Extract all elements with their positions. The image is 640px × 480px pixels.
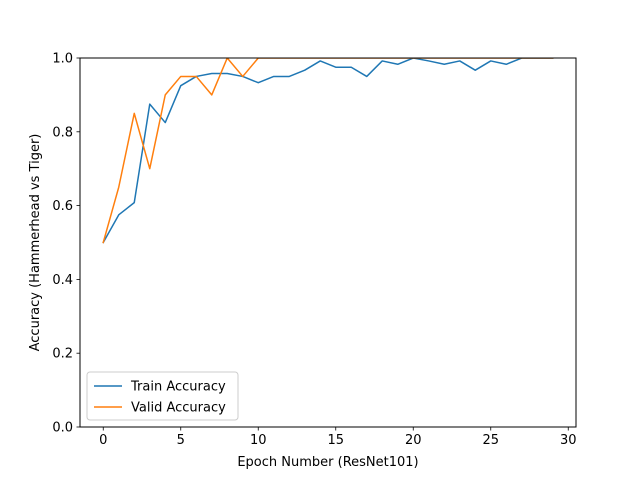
y-tick-label: 0.2: [52, 347, 73, 362]
y-axis-label: Accuracy (Hammerhead vs Tiger): [28, 134, 43, 352]
y-axis: 0.0 0.2 0.4 0.6 0.8 1.0: [52, 52, 80, 436]
y-tick-label: 0.4: [52, 273, 73, 288]
y-tick-label: 1.0: [52, 52, 73, 67]
series-line-1: [102, 58, 554, 244]
legend-frame: [86, 371, 239, 421]
x-tick-label: 0: [99, 433, 107, 448]
y-tick-label: 0.8: [52, 125, 73, 140]
x-tick-label: 5: [177, 433, 185, 448]
x-axis: 0 5 10 15 20 25 30: [99, 427, 577, 448]
axes-frame: [79, 57, 577, 428]
x-tick-label: 15: [327, 433, 344, 448]
series-line-2: [102, 58, 554, 244]
plot-area: [79, 57, 577, 428]
x-tick-label: 20: [405, 433, 422, 448]
y-tick-label: 0.6: [52, 199, 73, 214]
x-tick-label: 10: [250, 433, 267, 448]
y-tick-label: 0.0: [52, 421, 73, 436]
x-tick-label: 25: [482, 433, 499, 448]
legend: Train Accuracy Valid Accuracy: [86, 371, 239, 421]
series-layer: [102, 58, 554, 244]
legend-label-1: Train Accuracy: [130, 380, 226, 395]
x-tick-label: 30: [560, 433, 577, 448]
legend-label-2: Valid Accuracy: [131, 401, 226, 416]
x-axis-label: Epoch Number (ResNet101): [237, 455, 418, 470]
